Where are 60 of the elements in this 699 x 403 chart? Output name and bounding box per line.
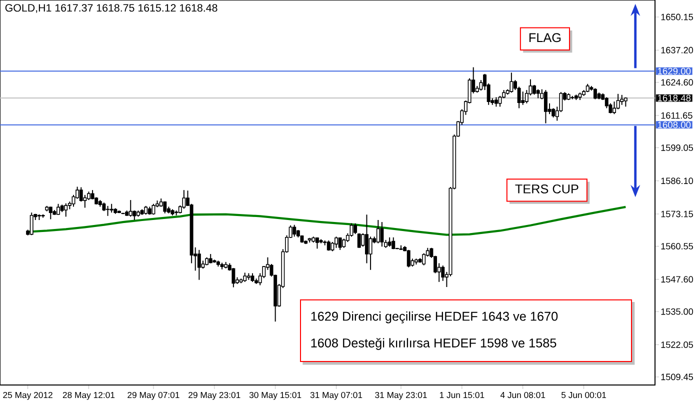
y-tick-label: 1509.45 xyxy=(661,374,693,380)
candlestick xyxy=(376,220,380,244)
candlestick xyxy=(338,236,342,250)
annotation: TERS CUP xyxy=(515,184,578,194)
x-tick-label: 28 May 12:01 xyxy=(62,392,115,400)
y-tick-label: 1547.60 xyxy=(661,276,694,283)
x-tick-label: 29 May 23:01 xyxy=(188,392,240,400)
chart-title: GOLD,H1 1617.37 1618.75 1615.12 1618.48 xyxy=(5,4,218,13)
candlestick xyxy=(106,205,110,216)
y-tick-label: 1637.20 xyxy=(661,46,694,54)
ref-line-label: 1608.00 xyxy=(658,122,691,128)
candlestick xyxy=(494,96,498,108)
x-tick-label: 30 May 15:01 xyxy=(249,392,302,400)
candlestick xyxy=(593,88,597,100)
candlestick xyxy=(30,212,34,236)
x-tick-label: 25 May 2012 xyxy=(3,392,52,400)
y-tick-label: 1560.55 xyxy=(661,243,693,250)
candlestick xyxy=(616,93,620,110)
y-tick-label: 1535.00 xyxy=(661,308,694,315)
candlestick xyxy=(532,84,536,96)
candlestick xyxy=(232,268,236,288)
x-tick-label: 31 May 07:01 xyxy=(310,392,362,400)
annotation: FLAG xyxy=(529,33,561,42)
annotation: 1608 Desteği kırılırsa HEDEF 1598 ve 1585 xyxy=(311,338,556,350)
line-series xyxy=(26,206,627,236)
y-tick-label: 1573.15 xyxy=(661,210,693,218)
y-tick-label: 1624.60 xyxy=(661,79,694,86)
candlestick xyxy=(56,203,60,216)
x-tick-label: 29 May 07:01 xyxy=(128,392,180,400)
candlestick xyxy=(406,249,410,268)
candlestick xyxy=(510,72,514,94)
x-tick-label: 4 Jun 08:01 xyxy=(500,392,546,398)
y-tick-label: 1650.15 xyxy=(661,14,693,20)
ref-line-label: 1629.00 xyxy=(658,68,691,74)
x-tick-label: 1 Jun 15:01 xyxy=(440,392,484,398)
y-tick-label: 1522.05 xyxy=(661,341,693,348)
candlestick xyxy=(521,91,525,106)
candlestick xyxy=(292,224,296,238)
candlestick xyxy=(163,200,167,214)
ref-line-label: 1618.48 xyxy=(658,94,691,102)
y-tick-label: 1599.05 xyxy=(661,144,693,151)
candlestick xyxy=(552,108,556,118)
candlestick xyxy=(48,206,52,220)
candlestick xyxy=(380,222,384,248)
y-tick-label: 1611.65 xyxy=(661,112,692,119)
candlestick xyxy=(182,190,186,210)
candlestick xyxy=(388,236,392,248)
candlestick xyxy=(64,202,68,218)
candlestick xyxy=(197,249,201,280)
candlestick xyxy=(128,200,132,218)
annotation: 1629 Direnci geçilirse HEDEF 1643 ve 1670 xyxy=(311,311,558,324)
candlestick xyxy=(330,242,334,252)
candlestick xyxy=(243,272,247,282)
candlestick xyxy=(620,94,624,106)
candlestick xyxy=(368,236,372,270)
x-tick-label: 5 Jun 00:01 xyxy=(562,392,606,398)
y-tick-label: 1586.10 xyxy=(661,178,694,184)
candlestick xyxy=(334,236,338,248)
x-tick-label: 31 May 23:01 xyxy=(375,392,427,400)
candlestick xyxy=(544,90,548,124)
